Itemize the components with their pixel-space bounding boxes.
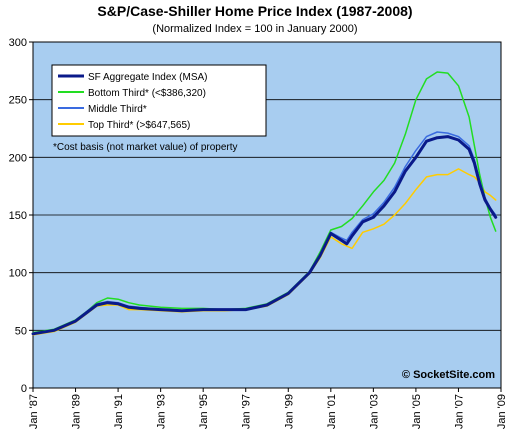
chart-title: S&P/Case-Shiller Home Price Index (1987-… [97,3,412,19]
x-axis: Jan '87 Jan '89 Jan '91 Jan '93 Jan '95 Jan '… [28,388,508,429]
x-tick-label: Jan '07 [453,394,465,429]
legend-box [51,64,267,137]
legend-label: SF Aggregate Index (MSA) [88,72,208,83]
cost-basis-note: *Cost basis (not market value) of proper… [53,142,238,153]
x-tick-label: Jan '97 [241,394,253,429]
y-tick-label: 300 [9,37,27,49]
y-tick-label: 50 [15,325,27,337]
x-tick-label: Jan '91 [113,394,125,429]
x-tick-label: Jan '05 [411,394,423,429]
legend-label: Bottom Third* (<$386,320) [88,88,206,99]
y-tick-label: 100 [9,268,27,280]
x-tick-label: Jan '95 [198,394,210,429]
y-tick-label: 150 [9,210,27,222]
x-tick-label: Jan '09 [496,394,508,429]
x-tick-label: Jan '01 [326,394,338,429]
y-tick-label: 0 [21,383,27,395]
legend-label: Middle Third* [88,104,147,115]
x-tick-label: Jan '99 [283,394,295,429]
series-line-0 [31,135,498,336]
chart-subtitle: (Normalized Index = 100 in January 2000) [152,23,357,35]
x-tick-label: Jan '93 [156,394,168,429]
y-axis: 0 50 100 150 200 250 300 [9,37,33,395]
y-tick-label: 200 [9,152,27,164]
series-line-1 [32,71,497,334]
y-tick-label: 250 [9,95,27,107]
x-tick-label: Jan '03 [368,394,380,429]
legend-label: Top Third* (>$647,565) [88,120,190,131]
legend: SF Aggregate Index (MSA) Bottom Third* (<… [51,64,267,137]
socketsite-watermark: © SocketSite.com [402,369,495,381]
x-tick-label: Jan '87 [28,394,40,429]
series-lines [31,71,498,336]
x-tick-label: Jan '89 [71,394,83,429]
